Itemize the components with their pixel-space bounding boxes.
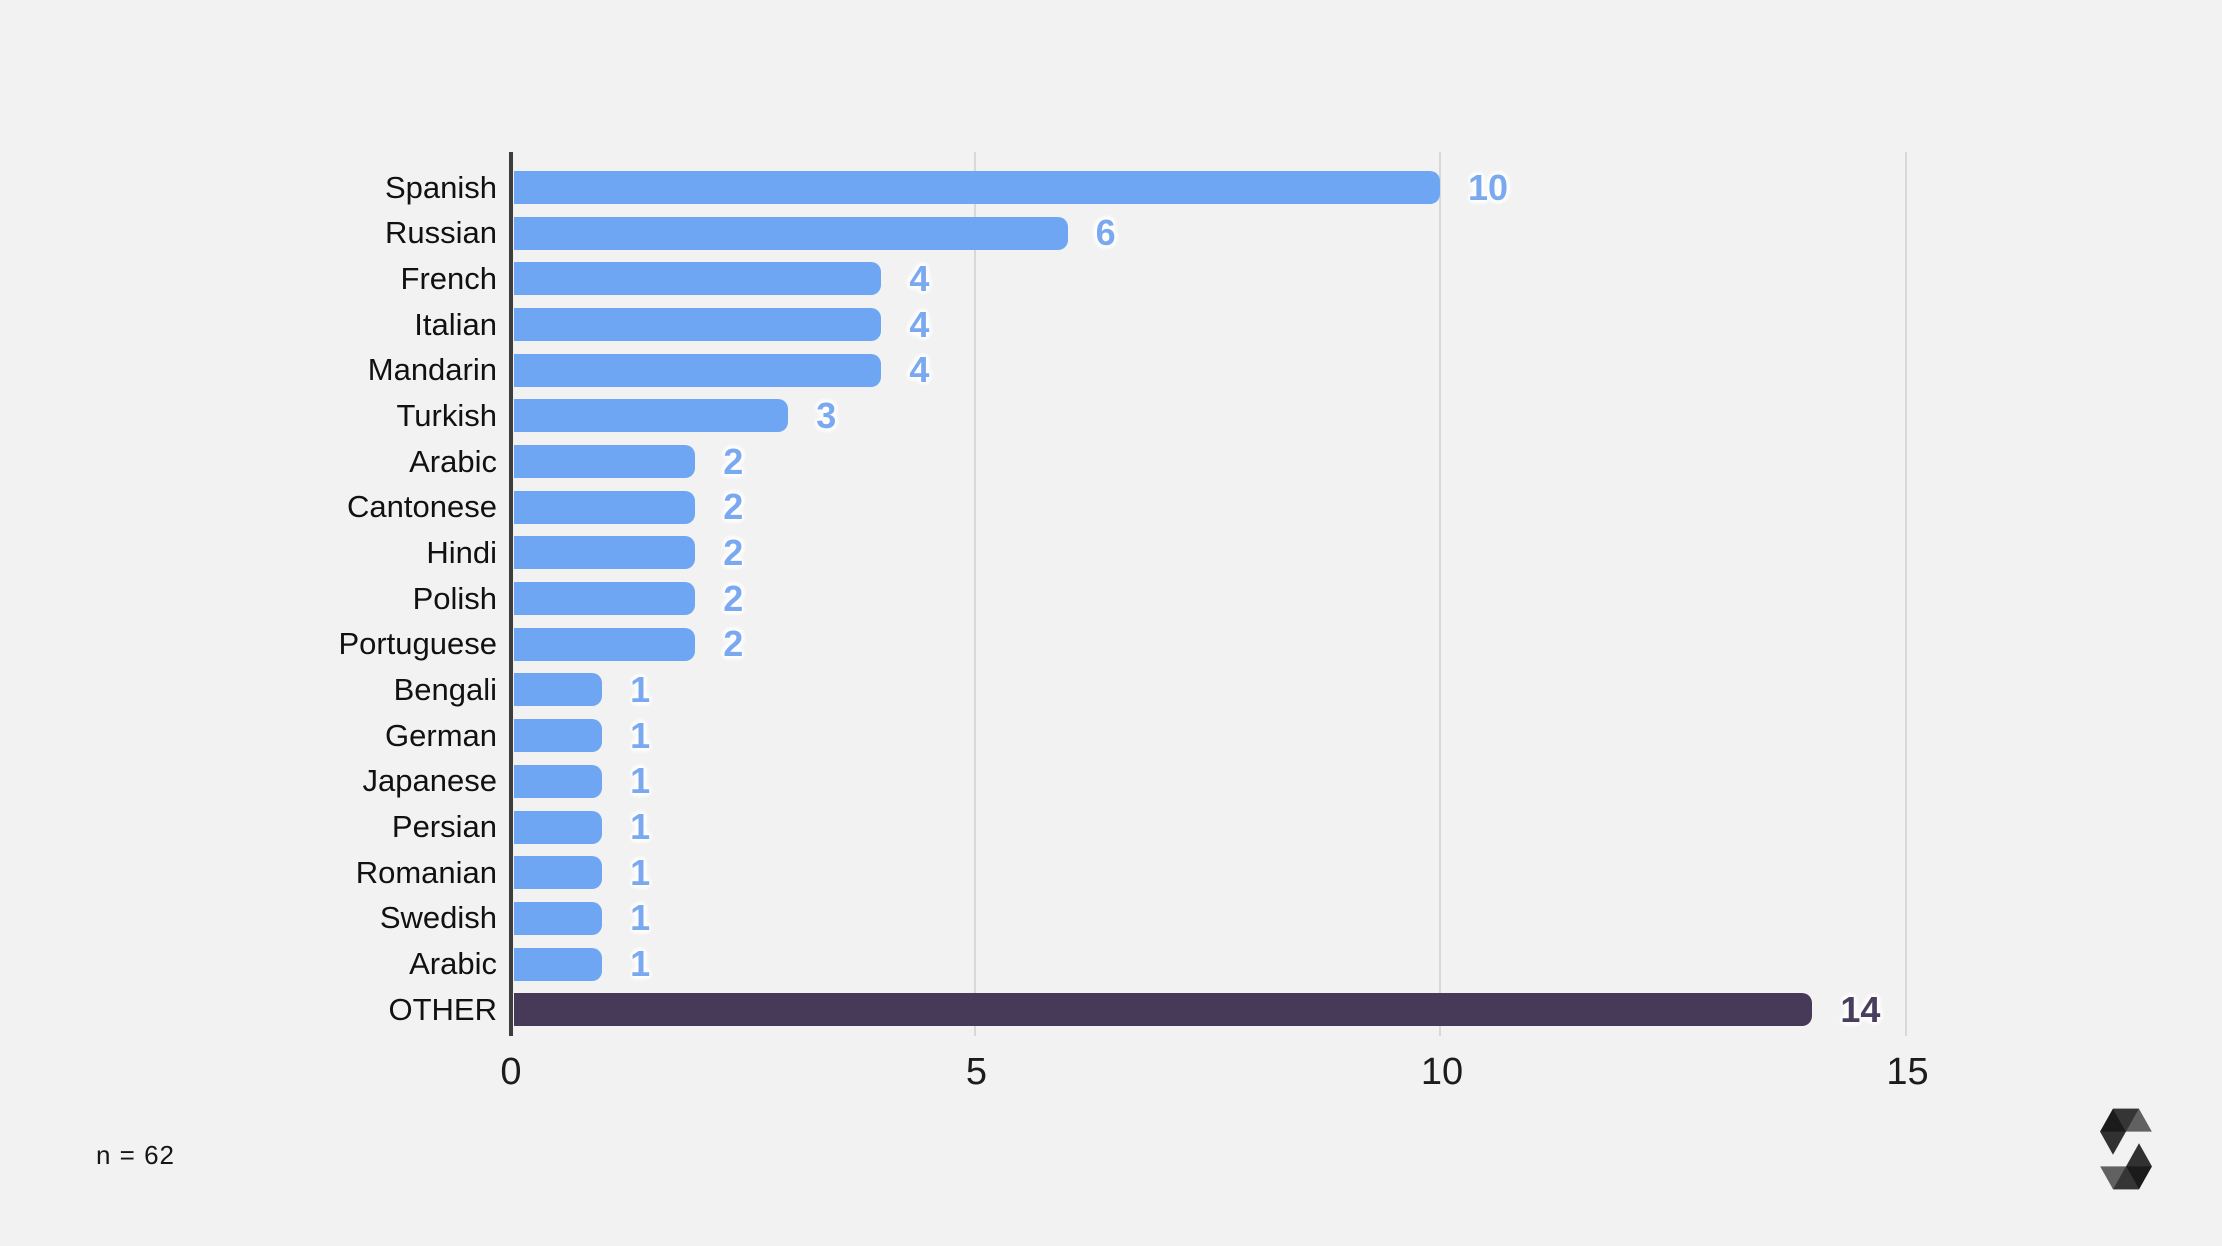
category-label: Polish <box>412 580 497 616</box>
category-label: Arabic <box>409 443 497 479</box>
category-label: Swedish <box>379 900 497 936</box>
category-label: OTHER <box>388 991 498 1027</box>
value-label: 6 <box>1095 212 1116 254</box>
bar <box>514 856 603 890</box>
value-label: 2 <box>723 486 744 528</box>
bar <box>514 216 1068 250</box>
sample-size-note: n = 62 <box>96 1140 176 1170</box>
bar <box>514 171 1440 204</box>
value-label: 1 <box>630 714 651 756</box>
bar-highlight <box>514 993 1813 1027</box>
value-label: 4 <box>909 349 930 391</box>
bar <box>514 764 603 798</box>
bar <box>514 445 696 479</box>
category-label: Japanese <box>362 763 497 799</box>
category-label: Portuguese <box>338 626 497 662</box>
value-label: 1 <box>630 806 651 848</box>
bar <box>514 810 603 844</box>
category-label: Bengali <box>393 671 497 707</box>
bar <box>514 399 789 433</box>
x-tick-label: 15 <box>1886 1051 1929 1093</box>
bar <box>514 490 696 524</box>
bar <box>514 673 603 707</box>
category-label: Hindi <box>426 534 497 570</box>
category-label: Persian <box>391 809 497 845</box>
x-tick-label: 0 <box>500 1051 522 1093</box>
bar <box>514 719 603 753</box>
value-label: 1 <box>630 943 651 985</box>
bar <box>514 901 603 935</box>
category-label: Mandarin <box>367 352 497 388</box>
value-label: 4 <box>909 303 930 345</box>
value-label: 1 <box>630 851 651 893</box>
bar <box>514 947 603 981</box>
x-gridline <box>1439 152 1441 1036</box>
value-label: 2 <box>723 440 744 482</box>
x-gridline <box>1904 152 1907 1036</box>
bar <box>514 627 696 661</box>
category-label: Spanish <box>384 169 497 205</box>
value-label: 1 <box>630 760 651 802</box>
category-label: German <box>385 717 497 753</box>
category-label: Cantonese <box>347 489 497 525</box>
category-label: Romanian <box>355 854 497 890</box>
category-label: Italian <box>414 306 497 342</box>
value-label: 4 <box>909 257 930 299</box>
category-label: Arabic <box>409 946 497 982</box>
value-label: 2 <box>723 623 744 665</box>
bar <box>514 353 882 387</box>
bar <box>514 262 882 296</box>
bar <box>514 536 696 570</box>
value-label: 2 <box>723 577 744 619</box>
value-label: 1 <box>630 897 651 939</box>
bar <box>514 308 882 342</box>
category-label: Russian <box>385 215 497 251</box>
value-label: 14 <box>1840 988 1881 1030</box>
x-tick-label: 10 <box>1420 1051 1464 1093</box>
bar <box>514 582 696 616</box>
x-tick-label: 5 <box>965 1051 988 1093</box>
value-label: 3 <box>816 394 837 436</box>
value-label: 10 <box>1468 166 1509 208</box>
x-gridline <box>973 152 976 1036</box>
value-label: 2 <box>723 531 744 573</box>
y-axis-line <box>509 152 513 1036</box>
value-label: 1 <box>630 668 651 710</box>
solidity-logo-icon <box>2100 1108 2152 1190</box>
category-label: Turkish <box>396 397 497 433</box>
category-label: French <box>400 260 497 296</box>
